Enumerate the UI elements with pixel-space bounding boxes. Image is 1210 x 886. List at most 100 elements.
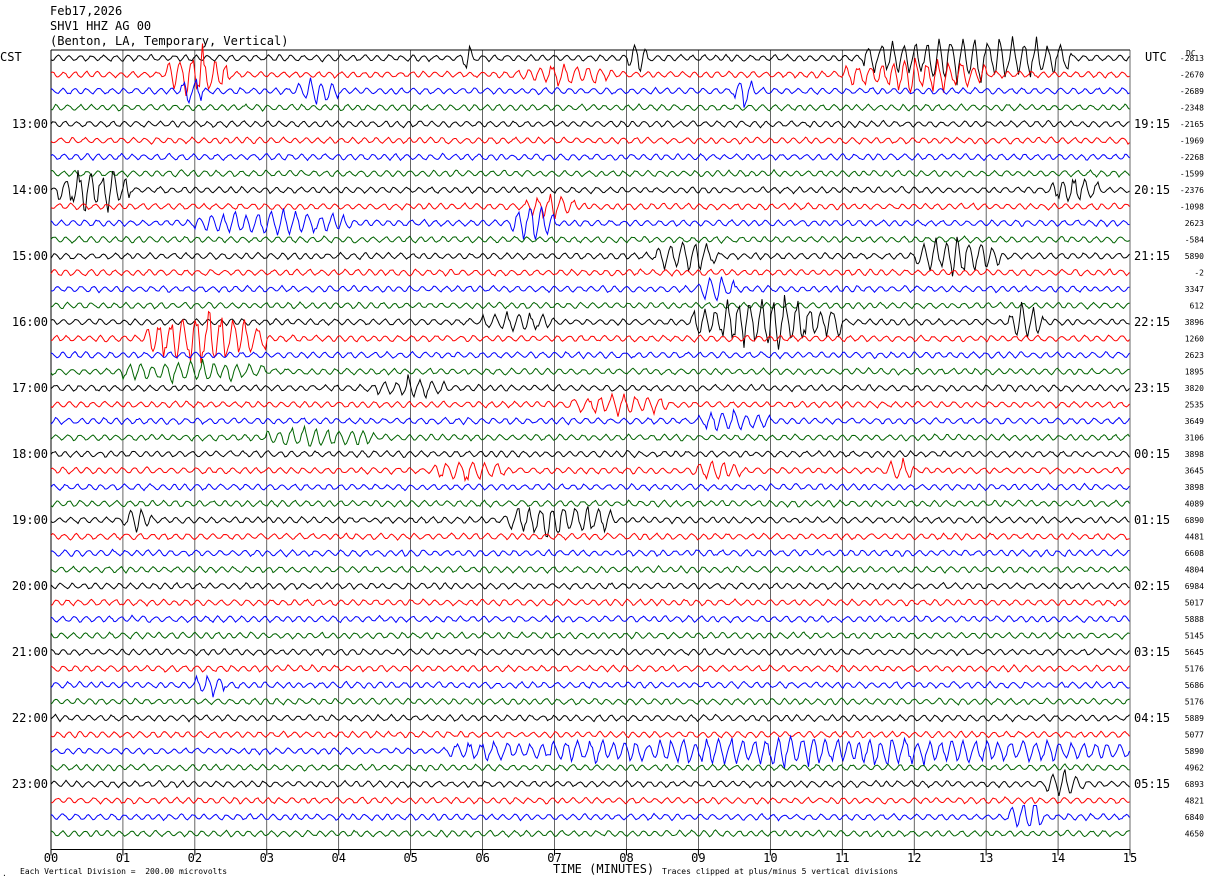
left-hour-label: 16:00 — [12, 315, 48, 329]
x-tick-label: 00 — [44, 851, 58, 865]
x-tick-label: 07 — [547, 851, 561, 865]
dc-offset-label: -1599 — [1180, 170, 1204, 179]
dc-offset-label: -2689 — [1180, 87, 1204, 96]
right-hour-label: 01:15 — [1134, 513, 1170, 527]
trace-line — [50, 103, 1130, 112]
x-tick-label: 01 — [116, 851, 130, 865]
right-hour-label: 20:15 — [1134, 183, 1170, 197]
dc-offset-label: 6840 — [1185, 813, 1204, 822]
dc-offset-label: 4650 — [1185, 830, 1204, 839]
dc-offset-label: 1260 — [1185, 335, 1204, 344]
dc-offset-label: 3898 — [1185, 483, 1204, 492]
clip-note: Traces clipped at plus/minus 5 vertical … — [662, 867, 899, 876]
corner-mark: · — [2, 871, 7, 880]
right-hour-label: 21:15 — [1134, 249, 1170, 263]
right-hour-label: 19:15 — [1134, 117, 1170, 131]
dc-offset-label: 6984 — [1185, 582, 1204, 591]
left-hour-label: 20:00 — [12, 579, 48, 593]
dc-offset-label: 3820 — [1185, 384, 1204, 393]
dc-offset-label: -1098 — [1180, 203, 1204, 212]
dc-offset-label: 6893 — [1185, 780, 1204, 789]
x-tick-label: 14 — [1051, 851, 1065, 865]
trace-line — [50, 374, 1130, 400]
right-hour-label: 05:15 — [1134, 777, 1170, 791]
dc-offset-label: 5017 — [1185, 599, 1204, 608]
right-hour-label: 22:15 — [1134, 315, 1170, 329]
right-hour-label: 03:15 — [1134, 645, 1170, 659]
trace-line — [50, 769, 1130, 797]
dc-offset-label: 3347 — [1185, 285, 1204, 294]
x-tick-label: 08 — [619, 851, 633, 865]
dc-offset-label: 4089 — [1185, 500, 1204, 509]
dc-header-label: DC — [1186, 49, 1196, 58]
trace-line — [50, 36, 1130, 86]
dc-offset-label: 612 — [1190, 302, 1205, 311]
trace-line — [50, 310, 1130, 364]
trace-line — [50, 206, 1130, 240]
x-tick-label: 06 — [475, 851, 489, 865]
trace-line — [50, 268, 1130, 277]
dc-offset-label: 5145 — [1185, 632, 1204, 641]
trace-line — [50, 236, 1130, 277]
left-hour-label: 22:00 — [12, 711, 48, 725]
dc-offset-label: 1895 — [1185, 368, 1204, 377]
trace-line — [50, 408, 1130, 432]
x-tick-label: 05 — [403, 851, 417, 865]
trace-line — [50, 763, 1130, 772]
trace-line — [50, 734, 1130, 769]
x-tick-label: 13 — [979, 851, 993, 865]
dc-offset-label: 3896 — [1185, 318, 1204, 327]
x-tick-label: 11 — [835, 851, 849, 865]
trace-line — [50, 119, 1130, 129]
trace-line — [50, 506, 1130, 538]
dc-offset-label: 3645 — [1185, 467, 1204, 476]
right-hour-label: 02:15 — [1134, 579, 1170, 593]
x-tick-label: 12 — [907, 851, 921, 865]
trace-line — [50, 424, 1130, 447]
dc-offset-label: 5888 — [1185, 615, 1204, 624]
dc-offset-label: -2165 — [1180, 120, 1204, 129]
trace-line — [50, 804, 1130, 828]
dc-offset-label: 4962 — [1185, 764, 1204, 773]
right-hour-label: 00:15 — [1134, 447, 1170, 461]
trace-line — [50, 674, 1130, 698]
trace-line — [50, 730, 1130, 739]
dc-offset-label: 4481 — [1185, 533, 1204, 542]
trace-line — [50, 631, 1130, 640]
x-tick-label: 04 — [332, 851, 346, 865]
dc-offset-label: 5176 — [1185, 665, 1204, 674]
trace-line — [50, 170, 1130, 213]
dc-offset-label: 3649 — [1185, 417, 1204, 426]
x-tick-label: 02 — [188, 851, 202, 865]
x-tick-label: 10 — [763, 851, 777, 865]
dc-offset-label: 5645 — [1185, 648, 1204, 657]
trace-line — [50, 77, 1130, 108]
trace-line — [50, 449, 1130, 459]
dc-offset-label: 5890 — [1185, 747, 1204, 756]
trace-line — [50, 482, 1130, 492]
x-tick-label: 09 — [691, 851, 705, 865]
trace-line — [50, 193, 1130, 220]
trace-line — [50, 581, 1130, 591]
x-tick-label: 15 — [1123, 851, 1137, 865]
left-hour-label: 19:00 — [12, 513, 48, 527]
trace-line — [50, 350, 1130, 360]
trace-line — [50, 796, 1130, 805]
trace-line — [50, 301, 1130, 310]
dc-offset-label: 2623 — [1185, 351, 1204, 360]
trace-line — [50, 457, 1130, 483]
trace-line — [50, 136, 1130, 145]
dc-offset-label: 5077 — [1185, 731, 1204, 740]
scale-note: Each Vertical Division = 200.00 microvol… — [20, 867, 228, 876]
left-timezone-label: CST — [0, 50, 22, 64]
dc-offset-label: 5889 — [1185, 714, 1204, 723]
trace-line — [50, 152, 1130, 162]
trace-line — [50, 358, 1130, 385]
dc-offset-label: -2 — [1194, 269, 1204, 278]
dc-offset-label: 3106 — [1185, 434, 1204, 443]
trace-line — [50, 829, 1130, 838]
trace-line — [50, 564, 1130, 574]
trace-line — [50, 168, 1130, 178]
left-hour-label: 23:00 — [12, 777, 48, 791]
trace-line — [50, 663, 1130, 673]
